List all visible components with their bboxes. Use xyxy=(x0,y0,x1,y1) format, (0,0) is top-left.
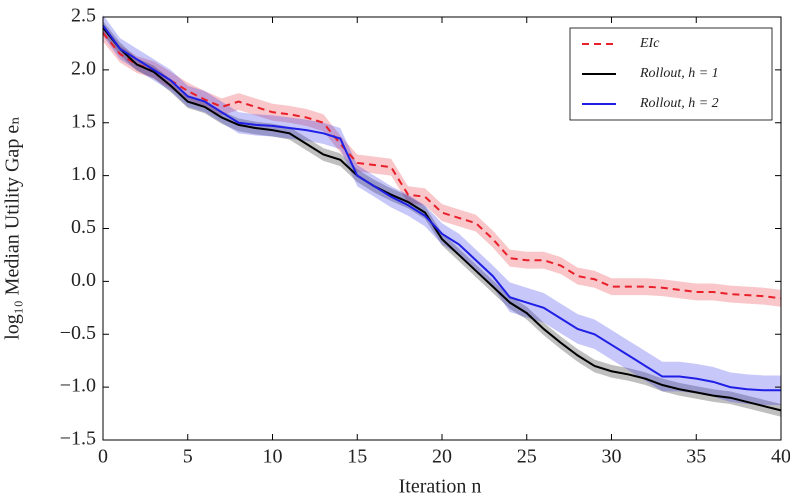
y-tick-label: 0.0 xyxy=(71,269,96,291)
x-tick-label: 10 xyxy=(263,446,283,468)
legend-label: Rollout, h = 1 xyxy=(639,66,719,81)
y-tick-label: 2.0 xyxy=(71,57,96,79)
y-axis-label: log₁₀ Median Utility Gap eₙ xyxy=(2,116,24,340)
x-tick-label: 0 xyxy=(98,446,108,468)
series-line xyxy=(102,32,782,300)
y-tick-label: −1.5 xyxy=(60,428,96,450)
x-tick-label: 20 xyxy=(432,446,452,468)
x-tick-label: 30 xyxy=(602,446,622,468)
series-line xyxy=(102,26,782,412)
x-tick-label: 35 xyxy=(686,446,706,468)
x-tick-label: 15 xyxy=(347,446,367,468)
y-tick-label: 2.5 xyxy=(71,5,96,27)
series-line xyxy=(102,24,781,392)
x-axis-label: Iteration n xyxy=(399,476,482,498)
x-tick-label: 25 xyxy=(517,446,537,468)
y-tick-label: 1.0 xyxy=(71,163,96,185)
y-tick-label: −1.0 xyxy=(60,375,96,397)
legend-label: Rollout, h = 2 xyxy=(639,96,719,111)
y-tick-label: 0.5 xyxy=(71,216,96,238)
y-tick-label: 1.5 xyxy=(71,110,96,132)
legend-label: EIc xyxy=(639,36,660,51)
y-tick-label: −0.5 xyxy=(60,322,96,344)
x-tick-label: 40 xyxy=(771,446,790,468)
x-tick-label: 5 xyxy=(183,446,193,468)
